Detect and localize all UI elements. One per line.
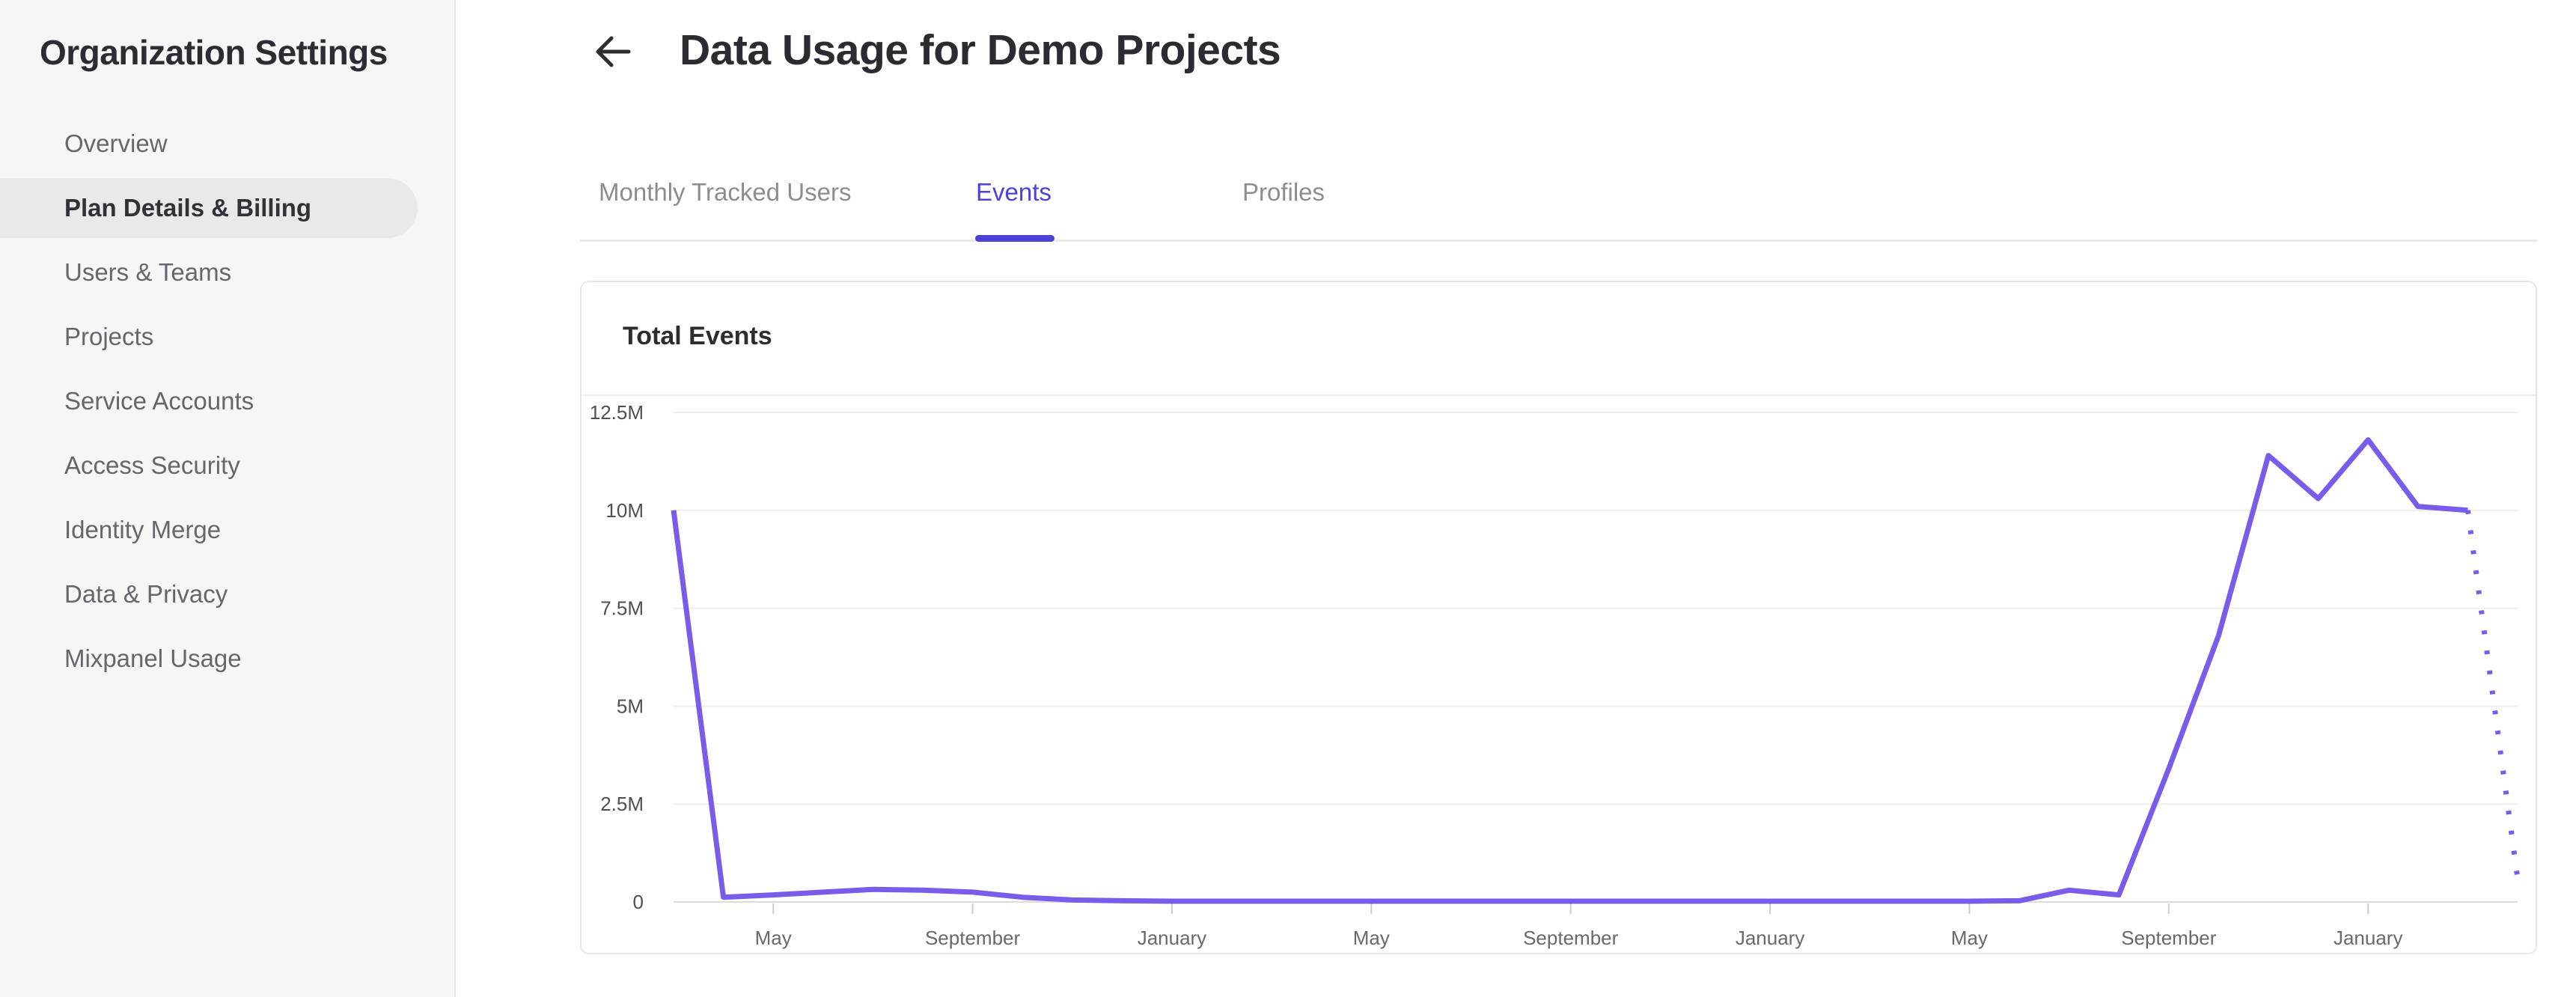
- sidebar-item-overview[interactable]: Overview: [64, 129, 168, 157]
- total-events-line-chart: 0 2.5M 5M 7.5M 10M 12.5M May September January Ma…: [590, 401, 2521, 949]
- card-header-divider: [582, 394, 2536, 396]
- y-axis-label: 0: [633, 891, 644, 913]
- tabs-bottom-border: [580, 240, 2537, 242]
- sidebar-item-service-accounts[interactable]: Service Accounts: [64, 386, 254, 415]
- sidebar-nav: Overview Plan Details & Billing Users & …: [0, 112, 454, 691]
- organization-settings-sidebar: Organization Settings Overview Plan Deta…: [0, 0, 456, 997]
- sidebar-item-users-teams[interactable]: Users & Teams: [64, 257, 232, 286]
- y-axis-label: 10M: [605, 499, 644, 522]
- x-axis-label: January: [1736, 927, 1805, 949]
- total-events-card: Total Events: [580, 281, 2537, 954]
- x-axis-label: May: [755, 927, 792, 949]
- sidebar-item-projects[interactable]: Projects: [64, 322, 154, 350]
- x-axis-label: September: [925, 927, 1021, 949]
- y-axis-label: 12.5M: [590, 401, 644, 424]
- y-axis-label: 7.5M: [600, 597, 644, 620]
- sidebar-item-plan-details-billing[interactable]: Plan Details & Billing: [0, 177, 418, 238]
- tab-events[interactable]: Events: [976, 178, 1052, 206]
- sidebar-title: Organization Settings: [40, 33, 388, 72]
- x-axis-label: January: [1138, 927, 1207, 949]
- events-series-line: [671, 437, 2468, 904]
- sidebar-item-mixpanel-usage[interactable]: Mixpanel Usage: [64, 644, 242, 672]
- y-axis-label: 2.5M: [600, 793, 644, 815]
- back-arrow-icon: [596, 36, 631, 67]
- sidebar-item-data-privacy[interactable]: Data & Privacy: [64, 579, 228, 608]
- events-series-projected-dotted: [2464, 510, 2521, 879]
- page-title: Data Usage for Demo Projects: [680, 26, 1281, 74]
- chart-title: Total Events: [623, 322, 772, 350]
- active-tab-indicator: [975, 235, 1054, 242]
- y-axis-label: 5M: [617, 695, 644, 717]
- tab-profiles[interactable]: Profiles: [1242, 178, 1325, 206]
- x-axis-label: January: [2334, 927, 2403, 949]
- x-axis-label: September: [1523, 927, 1619, 949]
- sidebar-item-access-security[interactable]: Access Security: [64, 451, 240, 479]
- sidebar-item-identity-merge[interactable]: Identity Merge: [64, 515, 222, 543]
- x-axis-label: September: [2121, 927, 2217, 949]
- x-axis-label: May: [1353, 927, 1390, 949]
- tab-monthly-tracked-users[interactable]: Monthly Tracked Users: [599, 178, 852, 206]
- x-axis-label: May: [1951, 927, 1988, 949]
- back-button[interactable]: [591, 30, 635, 73]
